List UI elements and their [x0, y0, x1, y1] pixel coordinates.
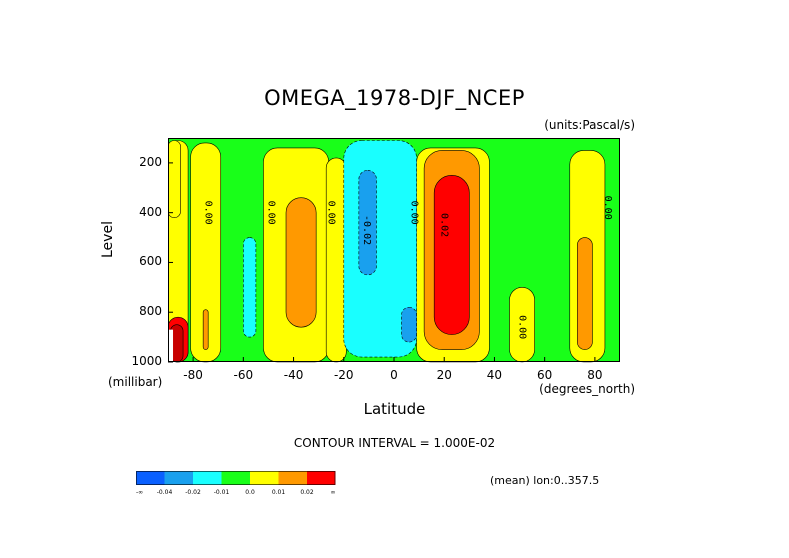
colorbar-swatch: [250, 471, 279, 485]
contour-label: 0.00: [409, 201, 420, 225]
units-label: (units:Pascal/s): [544, 118, 635, 132]
contour-label: 0.00: [602, 196, 613, 220]
x-tick-label: -60: [233, 368, 254, 382]
x-tick-label: 20: [436, 368, 452, 382]
contour-interval-text: CONTOUR INTERVAL = 1.000E-02: [293, 436, 496, 450]
y-tick-label: 800: [139, 304, 162, 319]
contour-region-weak-negative: [243, 237, 257, 338]
contour-label: 0.00: [326, 201, 337, 225]
contour-region-strong-positive: [433, 175, 470, 335]
contour-region-negative: [358, 170, 377, 276]
x-axis-label: Latitude: [363, 400, 426, 418]
x-axis-unit: (degrees_north): [539, 382, 635, 396]
contour-region-weak-positive: [325, 157, 347, 363]
contour-region-positive: [202, 309, 209, 350]
chart-title: OMEGA_1978-DJF_NCEP: [264, 86, 525, 110]
contour-region-positive: [577, 237, 593, 350]
colorbar-level-label: 0.0: [245, 489, 255, 496]
x-tick-label: -80: [183, 368, 203, 382]
contour-label: 0.00: [517, 315, 528, 339]
colorbar-level-label: ∞: [331, 489, 336, 496]
colorbar-swatch: [164, 471, 193, 485]
colorbar-level-label: -0.04: [157, 489, 173, 496]
contour-plot: 0.00 0.00 0.00 -0.02 0.00 0.02 0.00 0.00: [168, 138, 620, 363]
colorbar-level-label: -0.02: [185, 489, 201, 496]
colorbar-level-label: 0.02: [300, 489, 314, 496]
contour-region-positive: [285, 197, 317, 328]
colorbar-swatch: [307, 471, 336, 485]
x-tick-label: -20: [333, 368, 354, 382]
mean-info-text: (mean) lon:0..357.5: [490, 474, 600, 487]
x-tick-label: 0: [390, 368, 398, 382]
y-axis-unit: (millibar): [108, 375, 163, 389]
colorbar-swatch: [136, 471, 165, 485]
x-tick-label: 60: [537, 368, 553, 382]
x-tick-label: 80: [587, 368, 603, 382]
color-bar: -∞ -0.04 -0.02 -0.01 0.0 0.01 0.02 ∞: [136, 471, 336, 496]
contour-label: 0.00: [265, 201, 276, 225]
colorbar-level-label: 0.01: [272, 489, 286, 496]
x-tick-label: -40: [283, 368, 304, 382]
y-tick-label: 600: [139, 254, 162, 269]
contour-region-negative: [401, 306, 417, 343]
colorbar-swatch: [221, 471, 250, 485]
y-tick-label: 400: [139, 204, 162, 219]
contour-label: 0.00: [203, 201, 214, 225]
colorbar-level-label: -∞: [136, 489, 143, 496]
colorbar-swatch: [193, 471, 222, 485]
x-tick-label: 40: [486, 368, 503, 382]
y-tick-label: 1000: [131, 354, 162, 368]
y-axis-label: Level: [100, 221, 116, 258]
contour-label: 0.02: [439, 213, 450, 237]
y-tick-label: 200: [139, 154, 162, 169]
colorbar-level-label: -0.01: [214, 489, 230, 496]
contour-label: -0.02: [361, 215, 372, 245]
contour-region-weak-positive: [168, 140, 181, 218]
missing-data-region: [168, 329, 174, 362]
colorbar-frame: [136, 471, 336, 485]
colorbar-swatch: [278, 471, 307, 485]
